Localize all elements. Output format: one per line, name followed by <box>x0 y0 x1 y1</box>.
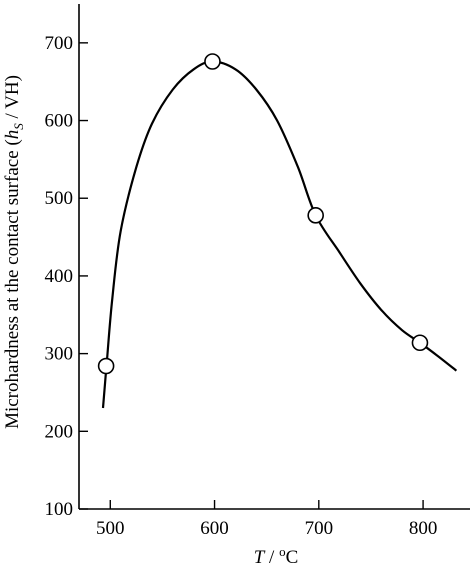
x-axis-title: T / oC <box>254 544 299 566</box>
marker-layer <box>97 53 429 375</box>
y-tick-label: 300 <box>45 344 74 365</box>
y-axis-title-sub: S <box>11 123 26 130</box>
x-tick-label: 500 <box>96 518 125 539</box>
x-tick-label: 800 <box>409 518 438 539</box>
y-axis-title-var: h <box>2 130 23 140</box>
x-ticks: 500 600 700 800 <box>96 500 437 539</box>
y-tick-label: 500 <box>45 188 74 209</box>
data-point-marker <box>307 207 324 224</box>
x-axis-title-var: T <box>254 547 266 566</box>
y-tick-label: 200 <box>45 421 74 442</box>
y-tick-label: 400 <box>45 266 74 287</box>
y-tick-label: 700 <box>45 33 74 54</box>
data-point-marker <box>204 53 221 70</box>
y-tick-label: 100 <box>45 499 74 520</box>
y-axis-title-text: Microhardness at the contact surface ( <box>2 139 23 429</box>
curve-layer <box>101 60 458 409</box>
x-tick-label: 600 <box>200 518 229 539</box>
y-tick-label: 600 <box>45 111 74 132</box>
fit-curve <box>101 60 458 409</box>
x-axis-title-sup: o <box>279 544 286 559</box>
data-point-marker <box>411 334 429 352</box>
x-axis-title-sep: / <box>264 547 279 566</box>
plot-frame <box>78 4 470 510</box>
y-ticks: 100 200 300 400 500 600 700 <box>45 33 88 520</box>
y-axis-title-unit: / VH) <box>2 75 23 123</box>
x-axis-title-unit: C <box>286 547 299 566</box>
data-point-marker <box>97 357 115 375</box>
y-axis-title: Microhardness at the contact surface (hS… <box>2 75 26 429</box>
x-tick-label: 700 <box>305 518 334 539</box>
